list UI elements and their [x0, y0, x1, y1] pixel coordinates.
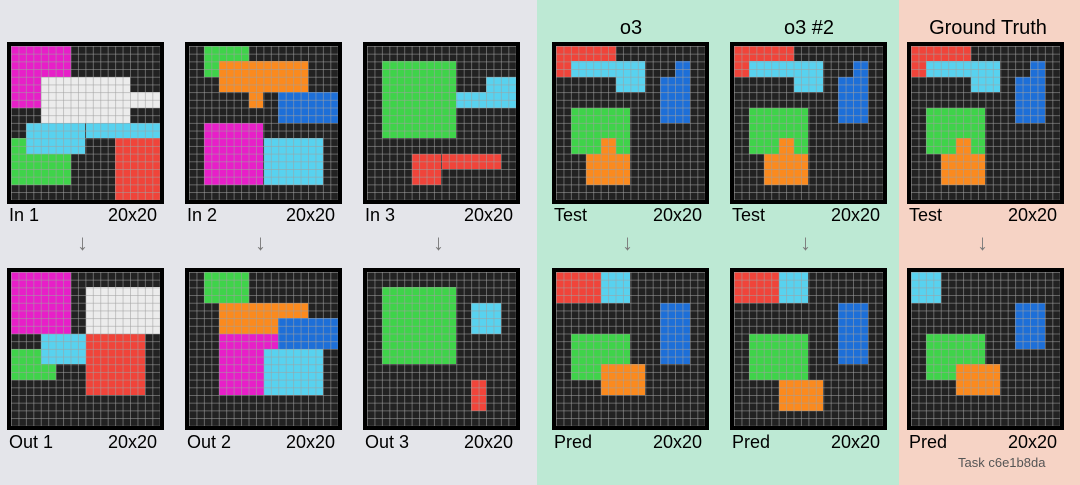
cell-block-orange	[940, 153, 986, 185]
header-o3-2: o3 #2	[783, 17, 835, 39]
cell-block-blue	[1015, 302, 1046, 349]
label-in-3: In 3	[365, 205, 396, 225]
cell-block-orange	[585, 153, 631, 185]
size-test-o3-2: 20x20	[831, 205, 881, 225]
grid-in-3	[363, 42, 520, 204]
grid-in-1	[7, 42, 164, 204]
size-in-1: 20x20	[108, 205, 158, 225]
cell-block-magenta	[203, 123, 264, 185]
cell-block-orange	[248, 92, 264, 108]
size-pred-ground-truth: 20x20	[1008, 432, 1058, 452]
cell-block-blue	[838, 302, 869, 365]
cell-block-blue	[1015, 76, 1046, 123]
down-arrow-icon: ↓	[77, 230, 88, 255]
label-pred-ground-truth: Pred	[909, 432, 948, 452]
cell-block-white	[40, 76, 131, 123]
size-pred-o3-2: 20x20	[831, 432, 881, 452]
size-in-3: 20x20	[464, 205, 514, 225]
cell-block-white	[130, 92, 160, 108]
cell-block-cyan	[85, 123, 160, 139]
cell-block-cyan	[793, 61, 824, 93]
cell-block-orange	[778, 379, 824, 411]
grid-out-2	[185, 268, 342, 430]
header-ground-truth: Ground Truth	[929, 17, 1047, 39]
cell-block-green	[203, 272, 249, 303]
label-in-2: In 2	[187, 205, 218, 225]
size-pred-o3: 20x20	[653, 432, 703, 452]
grid-test-o3	[552, 42, 709, 204]
cell-block-cyan	[911, 272, 941, 303]
cell-block-white	[85, 287, 160, 334]
label-out-1: Out 1	[9, 432, 54, 452]
label-test-o3: Test	[554, 205, 588, 225]
cell-block-red	[734, 272, 779, 303]
grid-out-3	[363, 268, 520, 430]
grid-pred-o3-2	[730, 268, 887, 430]
cell-block-cyan	[471, 302, 502, 334]
cell-block-cyan	[778, 272, 809, 303]
down-arrow-icon: ↓	[622, 230, 633, 255]
grid-pred-o3	[552, 268, 709, 430]
cell-block-green	[748, 333, 809, 380]
cell-block-red	[471, 379, 487, 411]
cell-block-blue	[1030, 61, 1046, 77]
down-arrow-icon: ↓	[433, 230, 444, 255]
down-arrow-icon: ↓	[977, 230, 988, 255]
size-test-ground-truth: 20x20	[1008, 205, 1058, 225]
label-pred-o3: Pred	[554, 432, 593, 452]
size-test-o3: 20x20	[653, 205, 703, 225]
cell-block-red	[85, 333, 146, 396]
cell-block-red	[556, 272, 601, 303]
cell-block-orange	[955, 138, 971, 154]
label-out-2: Out 2	[187, 432, 232, 452]
size-out-2: 20x20	[286, 432, 336, 452]
size-out-3: 20x20	[464, 432, 514, 452]
cell-block-red	[115, 138, 160, 200]
grid-test-o3-2	[730, 42, 887, 204]
cell-block-blue	[838, 76, 869, 123]
cell-block-cyan	[970, 61, 1001, 93]
grid-test-ground-truth	[907, 42, 1064, 204]
cell-block-magenta	[11, 272, 71, 334]
cell-block-orange	[218, 61, 309, 93]
label-pred-o3-2: Pred	[732, 432, 771, 452]
down-arrow-icon: ↓	[255, 230, 266, 255]
cell-block-blue	[660, 302, 691, 365]
cell-block-orange	[763, 153, 809, 185]
task-id: Task c6e1b8da	[958, 455, 1046, 470]
cell-block-blue	[853, 61, 869, 77]
cell-block-green	[381, 61, 457, 139]
label-test-ground-truth: Test	[909, 205, 943, 225]
grid-pred-ground-truth	[907, 268, 1064, 430]
cell-block-green	[381, 287, 457, 365]
cell-block-red	[441, 153, 502, 170]
cell-block-blue	[278, 92, 338, 123]
grid-in-2	[185, 42, 342, 204]
cell-block-cyan	[486, 76, 516, 108]
size-out-1: 20x20	[108, 432, 158, 452]
size-in-2: 20x20	[286, 205, 336, 225]
cell-block-orange	[600, 138, 616, 154]
header-o3: o3	[619, 17, 643, 39]
cell-block-cyan	[600, 272, 631, 303]
cell-block-orange	[955, 364, 1001, 396]
label-test-o3-2: Test	[732, 205, 766, 225]
cell-block-blue	[278, 318, 338, 349]
cell-block-red	[411, 153, 442, 185]
grid-out-1	[7, 268, 164, 430]
cell-block-orange	[778, 138, 794, 154]
cell-block-cyan	[263, 349, 324, 396]
cell-block-blue	[675, 61, 691, 77]
cell-block-cyan	[263, 138, 324, 185]
cell-block-orange	[600, 364, 646, 396]
cell-block-blue	[660, 76, 691, 123]
label-in-1: In 1	[9, 205, 40, 225]
label-out-3: Out 3	[365, 432, 410, 452]
cell-block-cyan	[25, 123, 86, 154]
cell-block-cyan	[615, 61, 646, 93]
down-arrow-icon: ↓	[800, 230, 811, 255]
